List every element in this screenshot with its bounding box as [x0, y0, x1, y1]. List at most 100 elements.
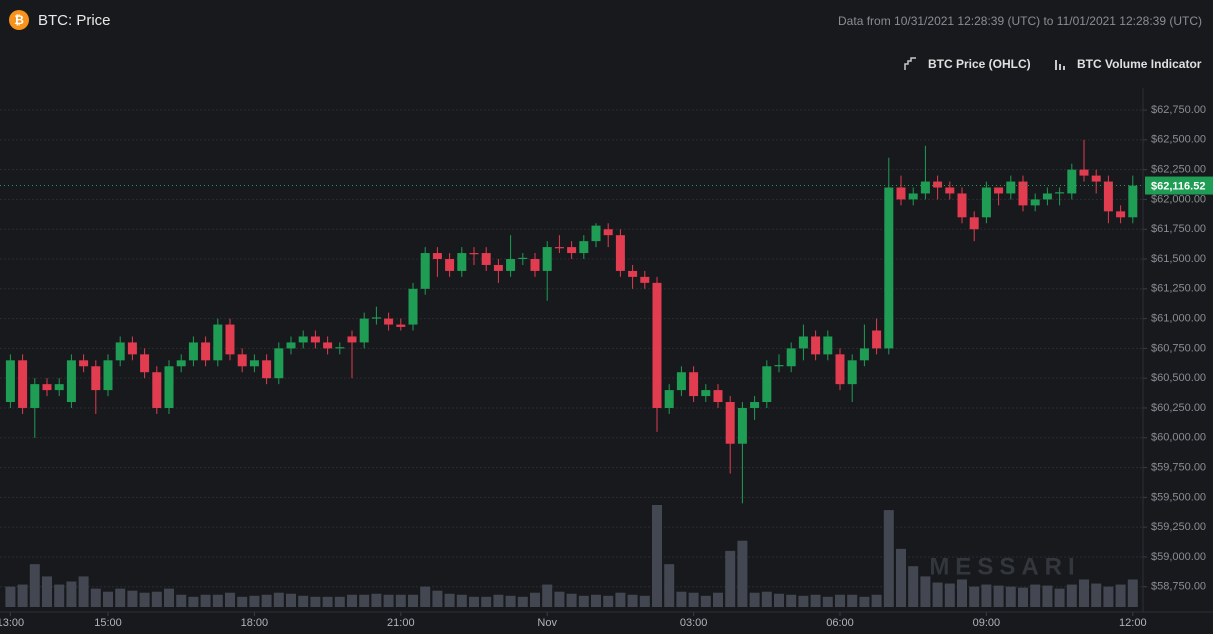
candle-body	[750, 402, 760, 408]
candle-body	[274, 348, 284, 379]
candle-body	[347, 336, 357, 343]
volume-bar	[542, 584, 553, 607]
volume-bar	[298, 595, 309, 607]
candle-body	[884, 187, 894, 349]
candle-body	[835, 354, 845, 385]
volume-bar	[810, 594, 821, 607]
candle-body	[201, 342, 211, 361]
volume-bar	[1091, 583, 1102, 607]
candle-body	[469, 253, 479, 255]
candle-body	[1116, 211, 1126, 218]
candle-body	[91, 366, 101, 391]
x-tick-label: 13:00	[0, 617, 24, 629]
volume-bar	[883, 510, 894, 607]
candle-body	[371, 317, 381, 319]
volume-bar	[359, 594, 370, 607]
volume-bar	[664, 564, 675, 607]
volume-bar	[517, 596, 528, 607]
volume-bar	[151, 591, 162, 607]
volume-bar	[1018, 587, 1028, 607]
y-tick-label: $59,000.00	[1151, 551, 1206, 563]
candle-body	[408, 288, 418, 325]
y-tick-label: $62,750.00	[1151, 104, 1206, 116]
y-tick-label: $59,250.00	[1151, 521, 1206, 533]
candle-body	[18, 360, 28, 408]
volume-bar	[1030, 584, 1041, 607]
candle-body	[5, 360, 15, 403]
y-tick-label: $61,250.00	[1151, 283, 1206, 295]
volume-bar	[627, 594, 638, 607]
candle-body	[652, 282, 662, 408]
candle-body	[676, 372, 686, 391]
volume-bar	[1042, 585, 1053, 607]
candle-layer	[0, 139, 1143, 504]
candle-body	[152, 372, 162, 408]
volume-bar	[371, 593, 382, 607]
volume-bar	[578, 595, 589, 607]
candle-body	[859, 348, 869, 361]
x-tick-label: 15:00	[94, 617, 122, 629]
candle-body	[115, 342, 125, 361]
volume-bar	[139, 592, 150, 607]
candle-body	[30, 384, 40, 408]
watermark: MESSARI	[929, 553, 1080, 580]
volume-bar	[871, 594, 882, 607]
volume-bar	[310, 596, 321, 607]
last-price-label: $62,116.52	[1151, 180, 1205, 192]
volume-bar	[17, 584, 28, 607]
candle-body	[994, 187, 1004, 194]
volume-bar	[505, 595, 516, 607]
volume-bar	[859, 596, 870, 607]
candle-body	[188, 342, 198, 361]
candle-body	[225, 324, 235, 355]
x-tick-label: 06:00	[826, 617, 854, 629]
legend-entry[interactable]: BTC Price (OHLC)	[928, 57, 1031, 71]
x-tick-label: 12:00	[1119, 617, 1147, 629]
candle-body	[506, 259, 516, 271]
candle-body	[359, 318, 369, 343]
x-tick-label: 21:00	[387, 617, 415, 629]
candle-body	[140, 354, 150, 373]
volume-bar	[981, 584, 992, 607]
candle-body	[1042, 193, 1052, 200]
candle-body	[420, 253, 430, 289]
candle-body	[384, 318, 394, 325]
volume-bar	[969, 586, 980, 607]
subtitle: Data from 10/31/2021 12:28:39 (UTC) to 1…	[838, 14, 1202, 28]
volume-bar	[420, 586, 431, 607]
candle-body	[530, 259, 540, 271]
candle-body	[640, 276, 650, 283]
candle-body	[1018, 181, 1028, 206]
candle-body	[164, 366, 174, 408]
volume-bar	[29, 564, 40, 607]
candle-body	[920, 181, 930, 194]
volume-bar	[835, 594, 845, 607]
volume-bar	[286, 593, 296, 607]
candle-body	[615, 235, 625, 271]
candle-body	[969, 217, 979, 230]
volume-bar	[237, 596, 248, 607]
candle-body	[249, 360, 259, 367]
y-tick-label: $58,750.00	[1151, 581, 1206, 593]
volume-layer	[5, 505, 1138, 607]
volume-bar	[944, 583, 955, 607]
candle-body	[774, 365, 784, 367]
legend-entry[interactable]: BTC Volume Indicator	[1077, 57, 1202, 71]
volume-bar	[212, 594, 223, 607]
volume-bar	[920, 576, 931, 607]
volume-bar	[798, 595, 809, 607]
candle-body	[908, 193, 918, 200]
candle-body	[176, 360, 186, 367]
candle-body	[713, 390, 723, 403]
volume-bar	[90, 588, 101, 607]
candle-body	[798, 336, 808, 349]
volume-bar	[591, 594, 601, 607]
volume-bar	[127, 590, 138, 607]
volume-bar	[639, 595, 650, 607]
y-tick-label: $59,500.00	[1151, 491, 1206, 503]
y-tick-label: $62,500.00	[1151, 134, 1206, 146]
candle-body	[762, 366, 772, 403]
x-tick-label: 18:00	[241, 617, 269, 629]
candle-body	[1030, 199, 1040, 206]
